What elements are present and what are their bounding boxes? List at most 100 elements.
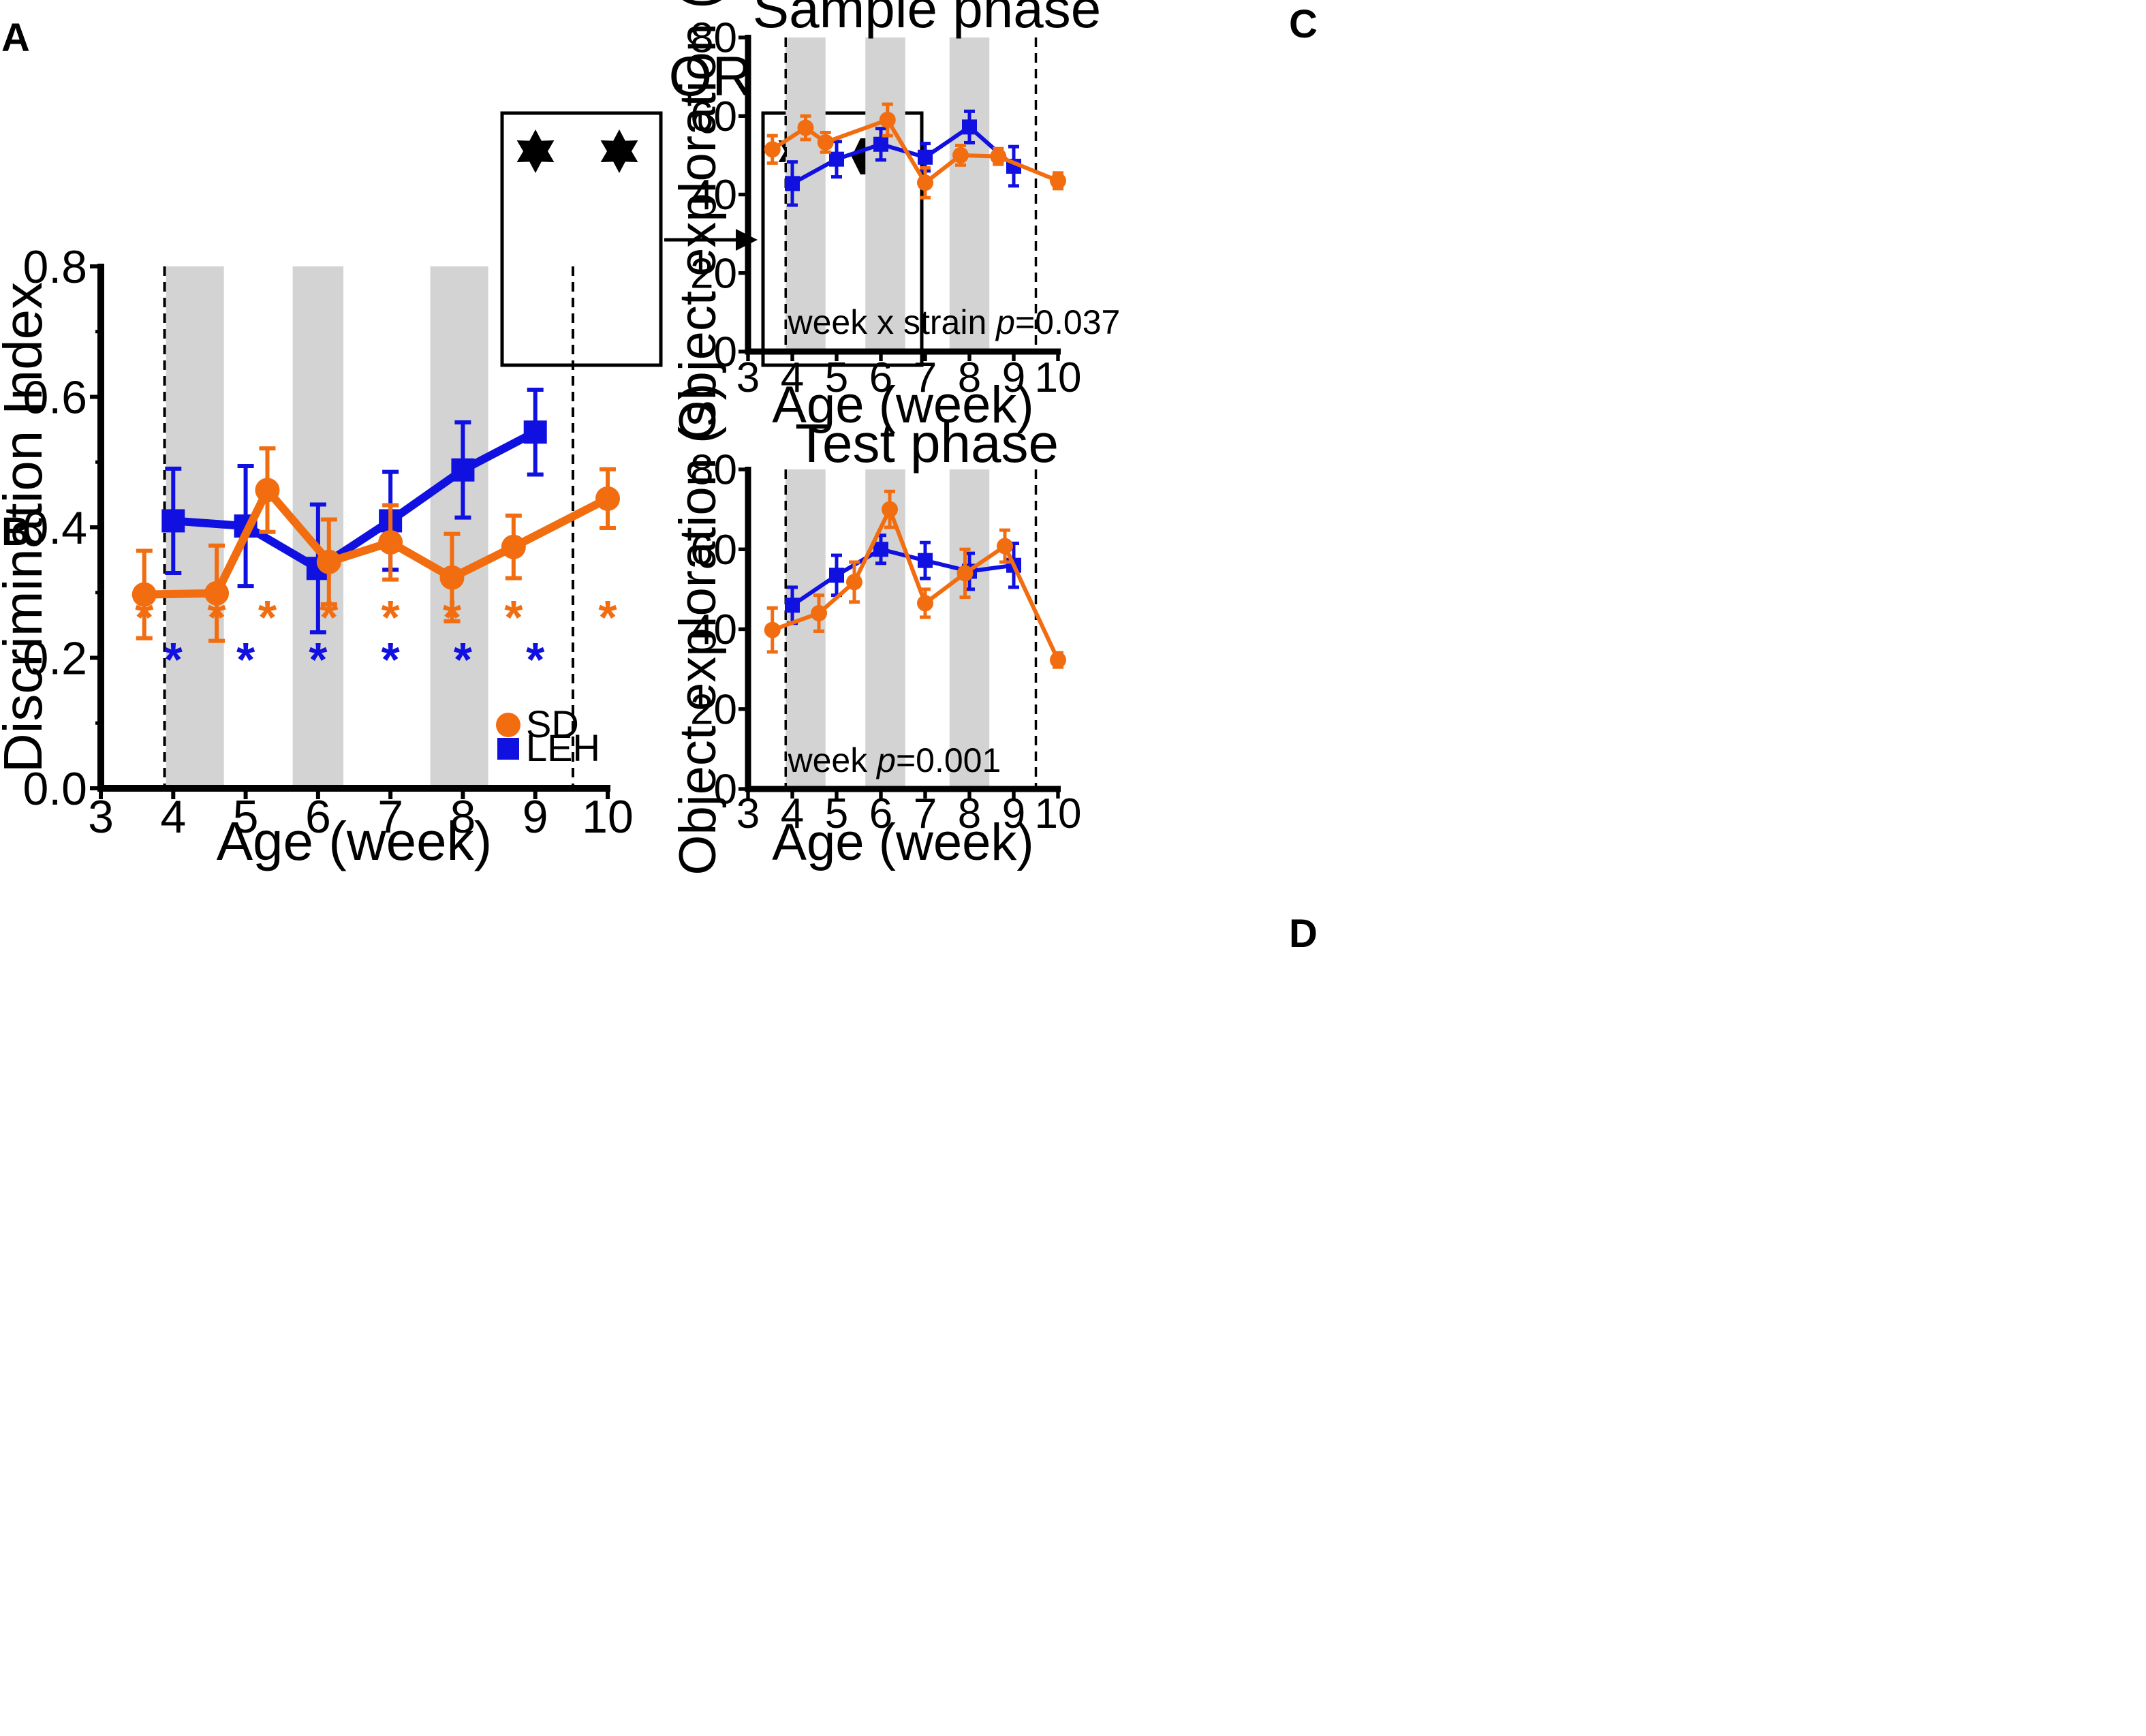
legend-sd-label: SD [526,702,579,745]
y-tick-label: 0.4 [22,502,87,554]
shaded-band [949,469,990,789]
test-arena [761,111,924,367]
y-tick-label: 80 [690,15,737,62]
sample-arena [500,111,663,367]
leh-data-point [523,420,547,444]
x-tick-label: 4 [160,791,186,843]
sd-data-point [917,174,933,191]
y-axis-label: Discrimination Index [0,282,53,773]
stats-annotation-prefix: week x strain [788,303,997,341]
leh-data-point [918,553,933,568]
stats-annotation: week p=0.001 [788,741,1001,779]
sd-data-point [846,574,862,591]
legend-leh-marker [497,738,519,760]
leh-significance-star: * [382,633,401,686]
x-tick-label: 10 [1035,354,1082,401]
x-tick-label: 7 [914,354,937,401]
x-tick-label: 6 [305,791,331,843]
sd-significance-star: * [207,591,226,644]
x-axis-label: Age (week) [772,376,1033,434]
x-tick-label: 4 [781,790,804,837]
x-tick-label: 3 [736,354,760,401]
leh-significance-star: * [164,633,183,686]
sd-data-point [1050,172,1066,189]
x-tick-label: 8 [450,791,476,843]
chart-title: Test phase [795,413,1059,474]
x-tick-label: 5 [825,354,848,401]
leh-data-point [785,598,800,613]
sd-data-point [1050,651,1066,668]
leh-data-point [918,149,933,165]
sd-significance-star: * [598,591,617,644]
leh-data-point [829,151,844,167]
leh-data-point [873,136,888,152]
stats-annotation-p: p [995,303,1015,341]
y-tick-label: 20 [690,686,737,733]
x-tick-label: 8 [958,790,981,837]
x-tick-label: 8 [958,354,981,401]
y-tick-label: 20 [690,250,737,297]
panel-a-or-label: OR [669,46,753,108]
x-tick-label: 10 [582,791,634,843]
star-object-icon [516,129,555,173]
chart-title: Sample phase [753,0,1101,39]
x-tick-label: 4 [781,354,804,401]
leh-significance-star: * [309,633,328,686]
legend-sd-marker [496,713,520,737]
stats-annotation-prefix: week [788,741,877,779]
sd-data-point [952,146,969,164]
panel-label-a: A [1,16,30,60]
stats-annotation: week x strain p=0.037 [788,303,1121,341]
leh-data-point [962,119,977,135]
leh-significance-star: * [454,633,473,686]
panel-label-b: B [1,510,30,554]
sd-data-point [255,478,280,503]
sd-data-point [817,134,834,151]
sd-significance-star: * [320,591,339,644]
x-axis-label: Age (week) [217,811,493,871]
y-tick-label: 0 [714,766,737,813]
sd-data-point [316,549,341,574]
y-axis-label: Object exploration (s) [669,0,727,441]
x-tick-label: 7 [914,790,937,837]
sd-data-point [764,621,781,638]
x-tick-label: 7 [377,791,403,843]
stats-annotation-p: p [875,741,896,779]
y-tick-label: 40 [690,606,737,653]
y-tick-label: 0.0 [22,763,87,815]
x-tick-label: 6 [869,354,892,401]
stats-annotation-value: =0.001 [896,741,1001,779]
shaded-band [430,266,488,788]
sd-data-point [595,486,620,511]
stats-annotation-value: =0.037 [1015,303,1120,341]
leh-data-point [451,458,475,482]
y-tick-label: 40 [690,172,737,219]
sd-significance-star: * [135,591,154,644]
leh-data-point [829,568,844,583]
sd-data-point [882,501,898,518]
shaded-band [865,37,905,352]
sd-data-point [131,582,157,607]
y-tick-label: 0.2 [22,632,87,684]
x-tick-label: 10 [1035,790,1082,837]
sd-significance-star: * [258,591,277,644]
sd-data-point [879,112,896,129]
shaded-band [949,37,990,352]
sd-data-point [811,605,827,622]
sd-data-point [957,565,974,582]
x-tick-label: 3 [736,790,760,837]
x-tick-label: 9 [523,791,548,843]
y-tick-label: 0.6 [22,371,87,423]
y-tick-label: 60 [690,527,737,574]
sd-data-point [204,580,230,606]
leh-data-point [873,542,888,557]
sd-significance-star: * [443,591,462,644]
y-tick-label: 0.8 [22,241,87,293]
y-axis-label: Object exploration (s) [669,383,727,875]
leh-significance-star: * [236,633,255,686]
y-tick-label: 80 [690,447,737,494]
